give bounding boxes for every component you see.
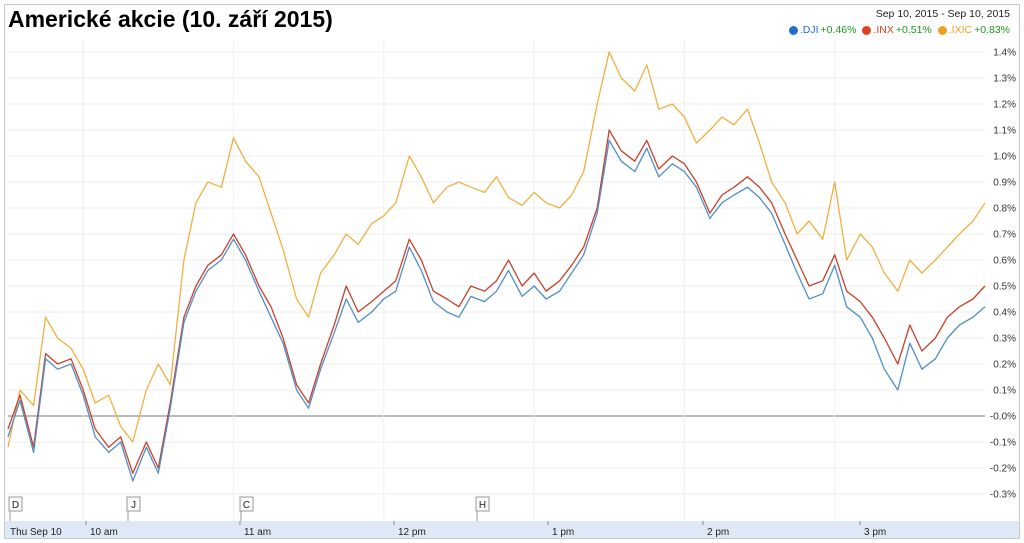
flag-box [475, 496, 490, 512]
y-tick-label: 1.0% [993, 152, 1016, 163]
x-axis-band [5, 521, 1019, 538]
legend-change: +0.83% [974, 24, 1010, 36]
x-tick-label: 2 pm [707, 527, 729, 538]
y-tick-label: 1.2% [993, 100, 1016, 111]
legend-name: .IXIC [948, 24, 973, 36]
legend-change: +0.46% [820, 24, 857, 36]
y-tick-label: 0.3% [993, 334, 1016, 345]
y-tick-label: 1.4% [993, 48, 1016, 59]
series-line-inx [7, 129, 986, 474]
y-tick-label: 0.9% [993, 178, 1016, 189]
legend-change: +0.51% [895, 24, 932, 36]
legend-name: .INX [873, 24, 894, 36]
chart-title: Americké akcie (10. září 2015) [8, 6, 333, 32]
y-tick-label: 0.5% [993, 282, 1016, 293]
flag-label: D [12, 500, 19, 511]
y-tick-label: 1.3% [993, 74, 1016, 85]
flag-label: C [243, 500, 250, 511]
legend: .DJI +0.46% .INX +0.51% .IXIC +0.83% [788, 24, 1010, 36]
y-tick-label: 0.8% [993, 204, 1016, 215]
legend-item-dji[interactable]: .DJI +0.46% [788, 24, 857, 36]
x-tick-label: 11 am [244, 527, 271, 538]
x-tick-label: 1 pm [552, 527, 574, 538]
flag-label: J [131, 500, 136, 511]
y-tick-label: 1.1% [993, 126, 1016, 137]
x-tick-label: Thu Sep 10 [10, 527, 62, 538]
series-line-dji [7, 139, 986, 482]
y-tick-label: -0.0% [990, 412, 1016, 423]
legend-name: .DJI [799, 24, 819, 36]
flag-box [239, 496, 254, 512]
legend-item-inx[interactable]: .INX +0.51% [862, 24, 932, 36]
legend-dot-icon [862, 25, 872, 35]
flag-box [126, 496, 141, 512]
legend-dot-icon [788, 25, 798, 35]
x-tick-label: 3 pm [864, 527, 886, 538]
y-tick-label: 0.2% [993, 360, 1016, 371]
legend-dot-icon [937, 25, 947, 35]
series-line-ixic [7, 51, 986, 448]
legend-item-ixic[interactable]: .IXIC +0.83% [937, 24, 1010, 36]
x-tick-label: 12 pm [398, 527, 426, 538]
date-range: Sep 10, 2015 - Sep 10, 2015 [875, 8, 1010, 20]
y-tick-label: -0.3% [990, 490, 1016, 501]
chart-frame [4, 4, 1020, 539]
y-tick-label: 0.6% [993, 256, 1016, 267]
flag-box [8, 496, 23, 512]
y-tick-label: 0.7% [993, 230, 1016, 241]
x-tick-label: 10 am [90, 527, 118, 538]
flag-label: H [479, 500, 486, 511]
y-tick-label: -0.2% [990, 464, 1016, 475]
y-tick-label: -0.1% [990, 438, 1016, 449]
y-tick-label: 0.4% [993, 308, 1016, 319]
y-tick-label: 0.1% [993, 386, 1016, 397]
